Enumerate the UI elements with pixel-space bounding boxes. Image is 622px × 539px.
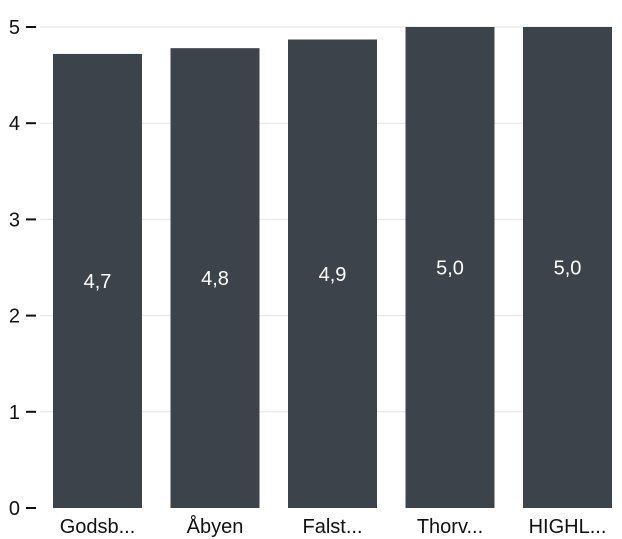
bars: 4,7 4,8 4,9 5,0 5,0 bbox=[53, 27, 612, 508]
bar-value-label: 4,8 bbox=[201, 268, 229, 290]
x-category-label: Falst... bbox=[302, 516, 362, 538]
bar-value-label: 4,7 bbox=[84, 271, 112, 293]
y-axis: 0 1 2 3 4 5 bbox=[9, 17, 36, 520]
y-tick-label: 1 bbox=[9, 402, 20, 424]
y-tick-label: 3 bbox=[9, 209, 20, 231]
x-category-label: Åbyen bbox=[187, 515, 244, 538]
bar bbox=[523, 27, 612, 508]
bar bbox=[405, 27, 495, 508]
x-axis: Godsb... Åbyen Falst... Thorv... HIGHL... bbox=[60, 515, 607, 538]
x-category-label: Godsb... bbox=[60, 516, 136, 538]
bar-value-label: 5,0 bbox=[436, 258, 464, 280]
bar-value-label: 4,9 bbox=[319, 264, 347, 286]
bar bbox=[288, 39, 377, 508]
bar-value-label: 5,0 bbox=[554, 258, 582, 280]
x-category-label: HIGHL... bbox=[529, 516, 607, 538]
y-tick-label: 4 bbox=[9, 113, 20, 135]
bar bbox=[53, 53, 142, 508]
bar bbox=[170, 48, 260, 508]
x-category-label: Thorv... bbox=[417, 516, 483, 538]
y-tick-label: 2 bbox=[9, 306, 20, 328]
y-tick-label: 0 bbox=[9, 498, 20, 520]
y-tick-label: 5 bbox=[9, 17, 20, 39]
